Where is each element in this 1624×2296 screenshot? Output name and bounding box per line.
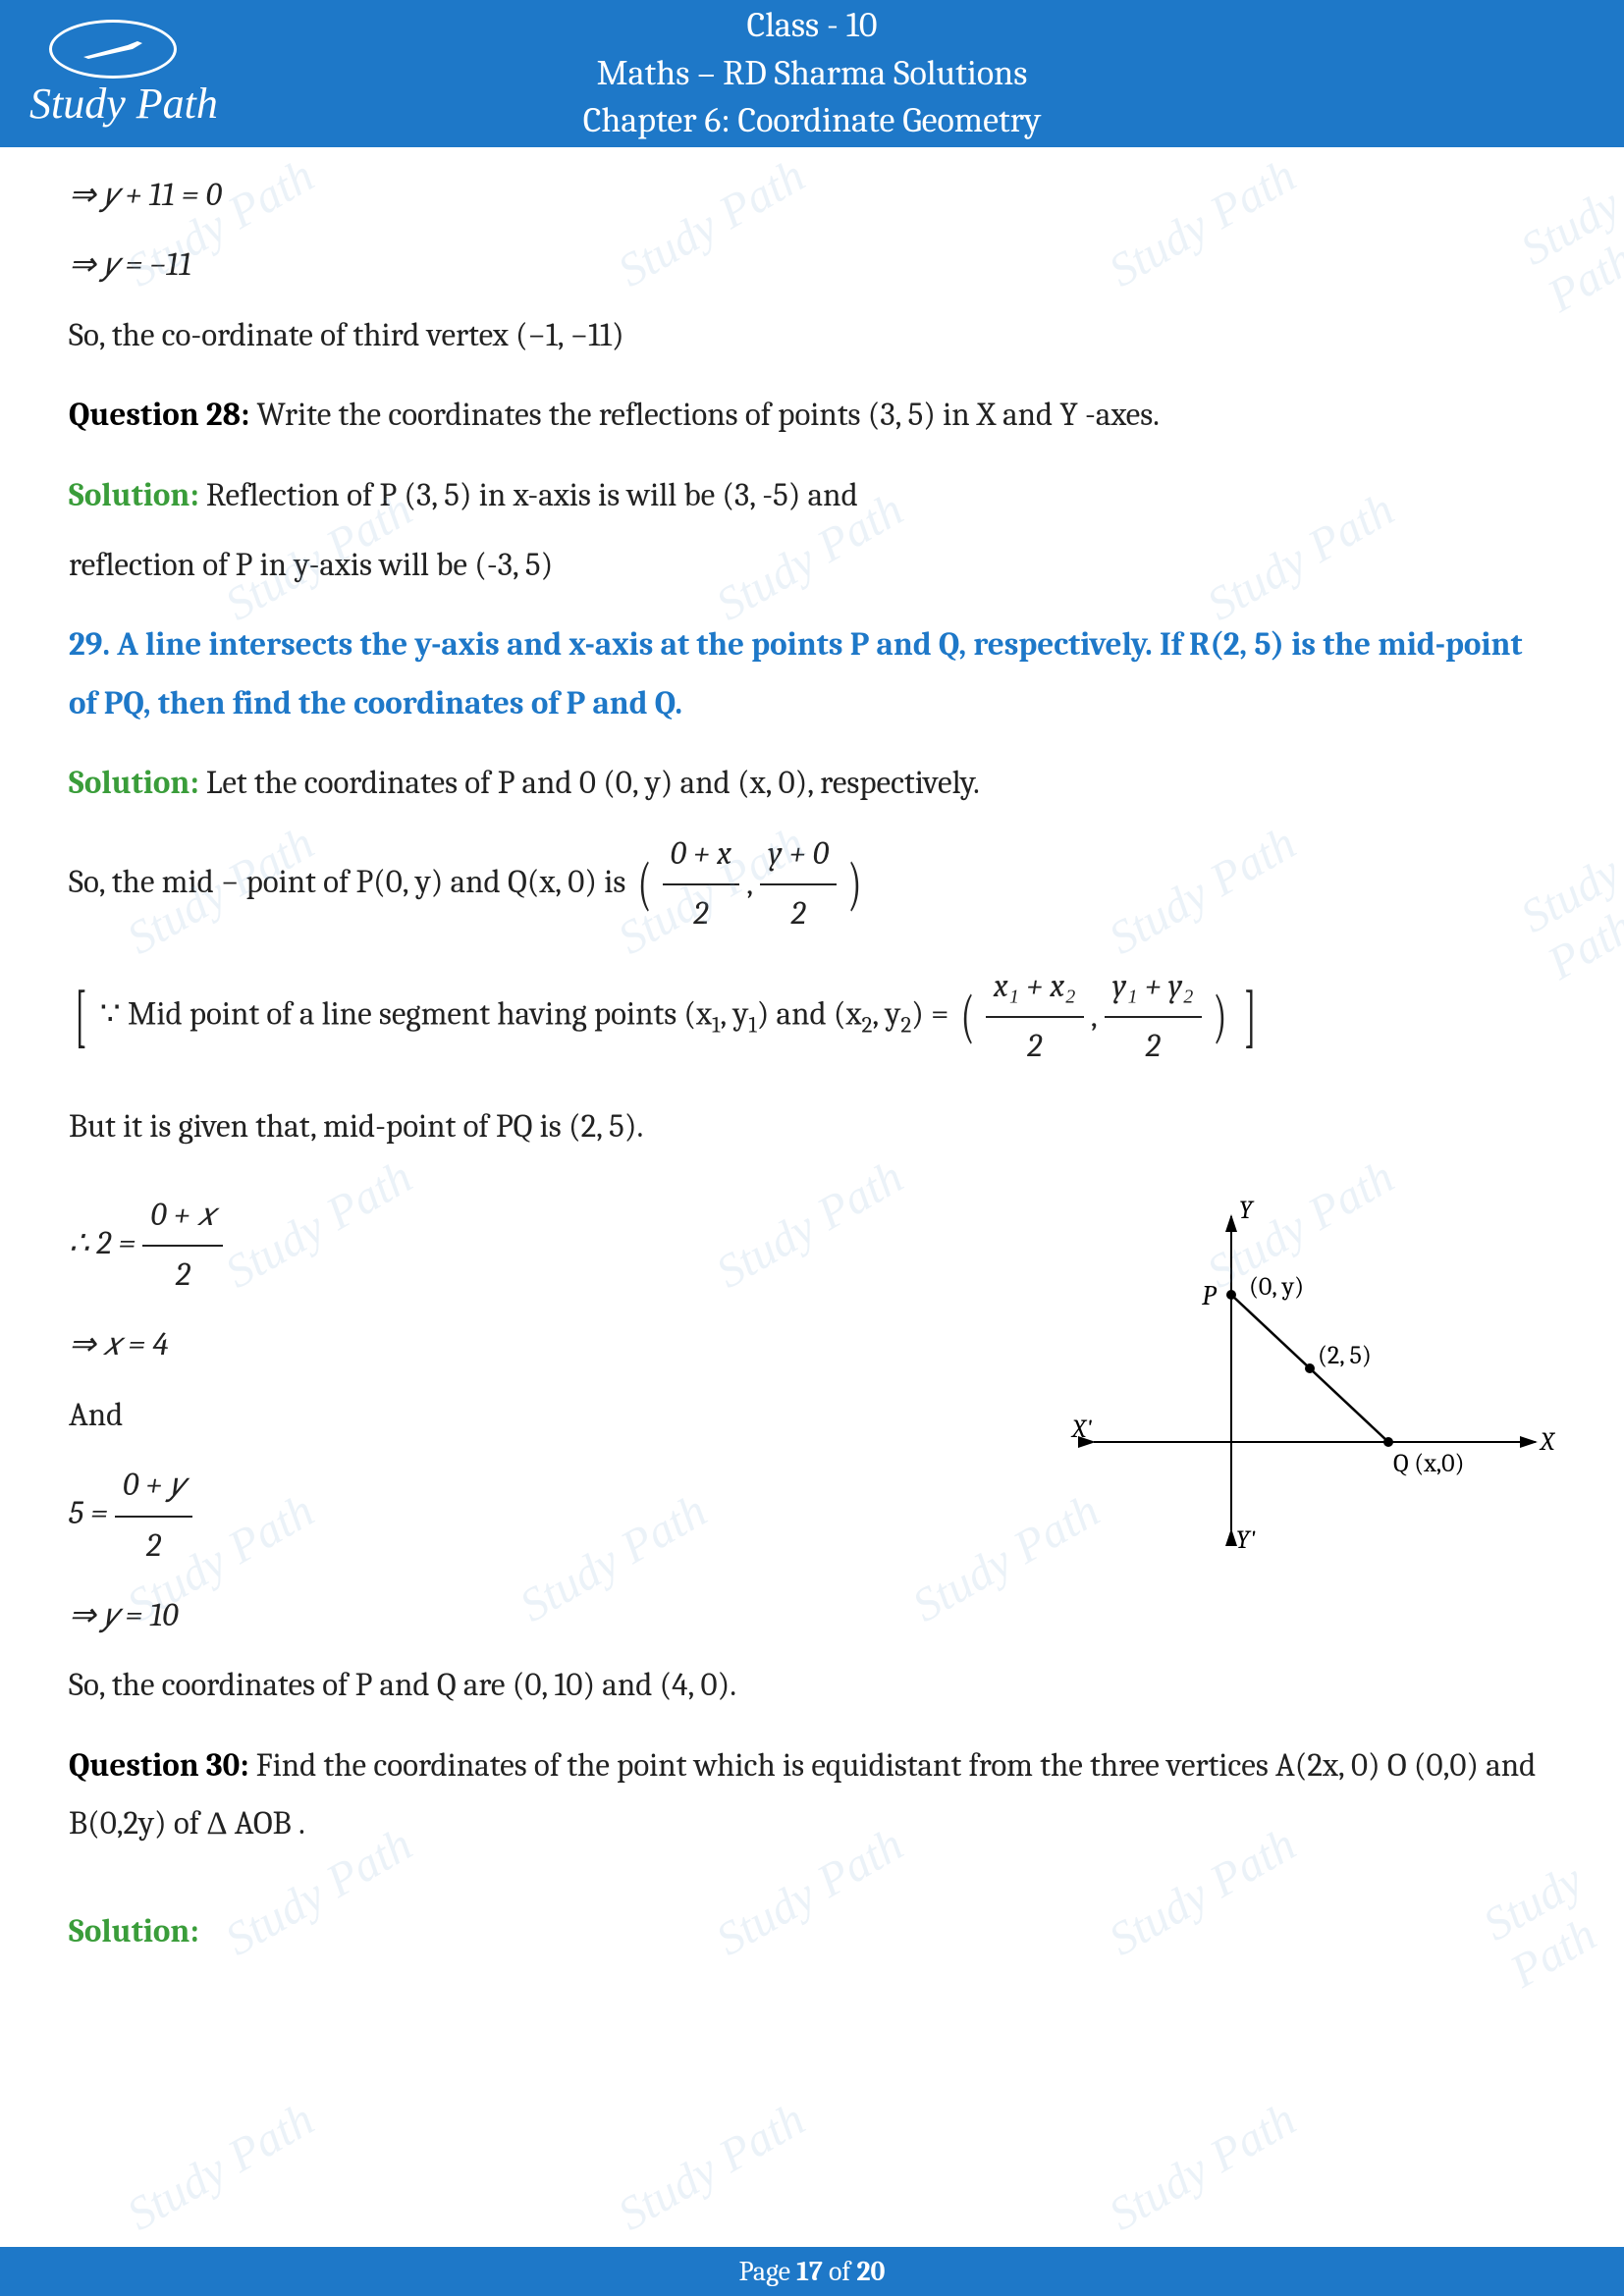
footer-total: 20 — [856, 2256, 885, 2287]
paren-open2-icon: ( — [960, 964, 974, 1070]
mid-num2: y + 0 — [760, 826, 837, 885]
Q-label: Q (x,0) — [1393, 1449, 1465, 1478]
q30-text: Find the coordinates of the point which … — [69, 1747, 1536, 1842]
diagram-column: Y Y' X X' P (0, y) (2, 5) Q (x,0) — [1064, 1187, 1555, 1570]
page-header: Study Path Class - 10 Maths – RD Sharma … — [0, 0, 1624, 147]
eq1: ∴ 2 = 0 + 𝑥 2 — [69, 1187, 1025, 1306]
logo: Study Path — [29, 15, 245, 133]
footer-cur: 17 — [796, 2256, 823, 2287]
footer-pre: Page — [739, 2256, 797, 2287]
Y-label: Y — [1239, 1197, 1255, 1225]
Yp-label: Y' — [1236, 1525, 1256, 1550]
eq-line-1: ⇒ 𝑦 + 11 = 0 — [69, 167, 1555, 225]
frac-mid2: y + 0 2 — [760, 826, 837, 944]
paren-open-icon: ( — [637, 831, 651, 937]
q30-solution-label: Solution: — [69, 1913, 199, 1950]
eq3-den: 2 — [115, 1518, 192, 1575]
q30-label: Question 30: — [69, 1747, 249, 1785]
q29-conclude: So, the coordinates of P and Q are (0, 1… — [69, 1657, 1555, 1715]
question-29: 29. A line intersects the y-axis and x-a… — [69, 616, 1555, 733]
P-label: P — [1202, 1280, 1218, 1311]
paren-close-icon: ) — [848, 831, 862, 937]
vertex-conclusion: So, the co-ordinate of third vertex (−1,… — [69, 307, 1555, 365]
q28-solution-label: Solution: — [69, 477, 199, 514]
frac-note2: y₁ + y₂ 2 — [1105, 958, 1202, 1077]
frac-note1: x₁ + x₂ 2 — [986, 958, 1084, 1077]
question-30: Question 30: Find the coordinates of the… — [69, 1737, 1555, 1854]
mid-den2: 2 — [760, 885, 837, 943]
eq1-num: 0 + 𝑥 — [142, 1187, 223, 1247]
P-coord: (0, y) — [1249, 1272, 1304, 1302]
note-pre: ∵ Mid point of a line segment having poi… — [100, 996, 712, 1034]
q28-label: Question 28: — [69, 397, 249, 434]
note-m1: , y — [720, 996, 748, 1034]
midpoint-formula-note: [ ∵ Mid point of a line segment having p… — [69, 955, 1555, 1079]
midpoint-expr: So, the mid − point of P(0, y) and Q(x, … — [69, 826, 1555, 944]
mid-den1: 2 — [663, 885, 739, 943]
q29-intro: Let the coordinates of P and 0 (0, y) an… — [199, 765, 980, 802]
eq3: 5 = 0 + 𝑦 2 — [69, 1457, 1025, 1575]
Xp-label: X' — [1070, 1415, 1092, 1444]
question-28: Question 28: Write the coordinates the r… — [69, 387, 1555, 445]
eq2: ⇒ 𝑥 = 4 — [69, 1316, 1025, 1374]
eq1-den: 2 — [142, 1247, 223, 1305]
note-den1: 2 — [986, 1018, 1084, 1076]
note-num1: x₁ + x₂ — [986, 958, 1084, 1018]
paren-close2-icon: ) — [1213, 964, 1226, 1070]
footer-mid: of — [823, 2256, 857, 2287]
pen-icon — [79, 37, 147, 62]
note-m3: , y — [872, 996, 900, 1034]
logo-text: Study Path — [29, 79, 218, 129]
eq3-lhs: 5 = — [69, 1495, 115, 1532]
and-text: And — [69, 1387, 1025, 1445]
eq3-num: 0 + 𝑦 — [115, 1457, 192, 1517]
eq1-lhs: ∴ 2 = — [69, 1225, 142, 1262]
mid-num1: 0 + x — [663, 826, 739, 885]
calc-and-diagram: ∴ 2 = 0 + 𝑥 2 ⇒ 𝑥 = 4 And 5 = 0 + 𝑦 2 ⇒ … — [69, 1187, 1555, 1658]
note-m2: ) and (x — [757, 996, 862, 1034]
watermark: Study Path — [609, 2092, 814, 2241]
page-footer: Page 17 of 20 — [0, 2247, 1624, 2296]
watermark: Study Path — [118, 2092, 323, 2241]
X-label: X — [1539, 1427, 1555, 1457]
bracket-close-icon: ] — [1244, 955, 1256, 1079]
q28-sol2: reflection of P in y-axis will be (-3, 5… — [69, 537, 1555, 595]
R-coord: (2, 5) — [1318, 1341, 1372, 1370]
bracket-open-icon: [ — [75, 955, 86, 1079]
note-post: ) = — [911, 996, 955, 1034]
eq4: ⇒ 𝑦 = 10 — [69, 1587, 1025, 1645]
eq-line-2: ⇒ 𝑦 = −11 — [69, 237, 1555, 294]
given-text: But it is given that, mid-point of PQ is… — [69, 1098, 1555, 1156]
watermark: Study Path — [1100, 2092, 1305, 2241]
q28-text: Write the coordinates the reflections of… — [249, 397, 1160, 434]
calc-column: ∴ 2 = 0 + 𝑥 2 ⇒ 𝑥 = 4 And 5 = 0 + 𝑦 2 ⇒ … — [69, 1187, 1025, 1658]
coordinate-diagram: Y Y' X X' P (0, y) (2, 5) Q (x,0) — [1064, 1197, 1555, 1550]
mid-text: So, the mid − point of P(0, y) and Q(x, … — [69, 864, 633, 901]
q28-sol1: Reflection of P (3, 5) in x-axis is will… — [199, 477, 858, 514]
logo-oval-icon — [49, 20, 177, 79]
frac-mid1: 0 + x 2 — [663, 826, 739, 944]
note-den2: 2 — [1105, 1018, 1202, 1076]
q29-solution-label: Solution: — [69, 765, 199, 802]
note-num2: y₁ + y₂ — [1105, 958, 1202, 1018]
content-area: ⇒ 𝑦 + 11 = 0 ⇒ 𝑦 = −11 So, the co-ordina… — [0, 147, 1624, 2002]
